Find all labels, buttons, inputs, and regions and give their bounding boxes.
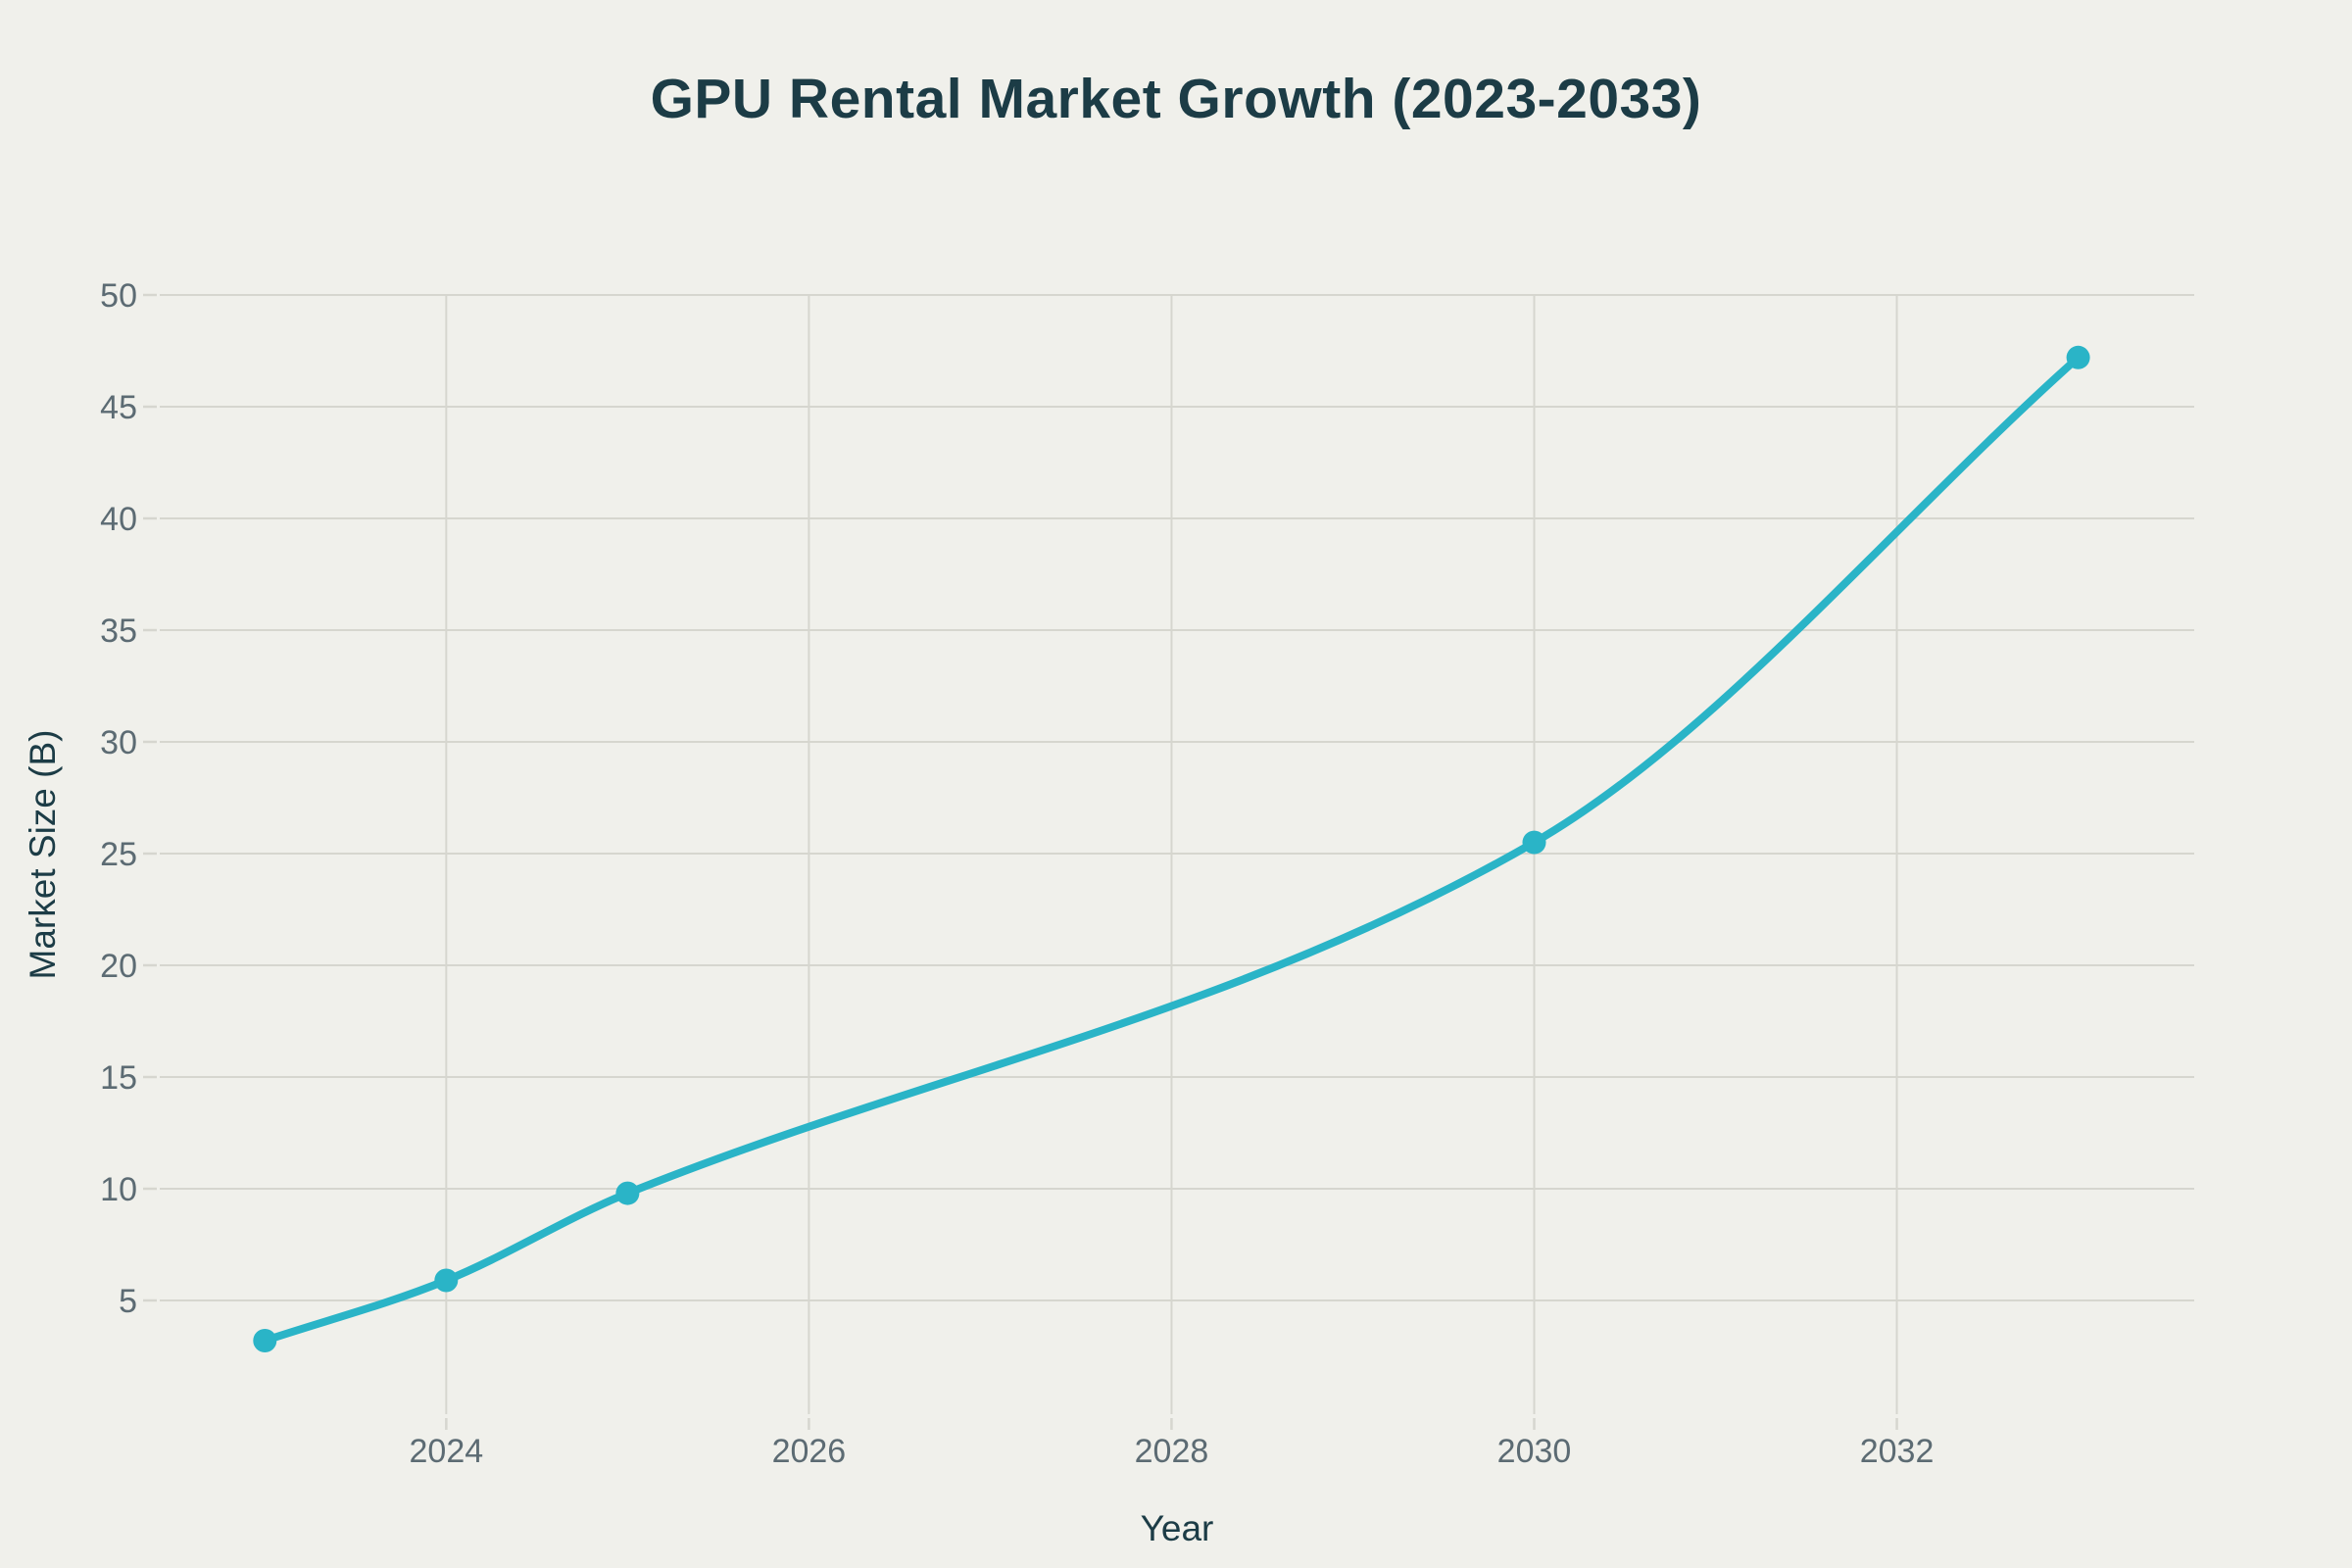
x-tick-label: 2024	[410, 1433, 484, 1470]
x-tick-label: 2026	[772, 1433, 847, 1470]
x-axis-label: Year	[1140, 1508, 1214, 1548]
y-tick-label: 10	[100, 1171, 137, 1208]
x-tick-label: 2030	[1497, 1433, 1572, 1470]
y-tick-label: 15	[100, 1059, 137, 1097]
y-tick-label: 45	[100, 389, 137, 426]
data-point-marker	[2066, 345, 2090, 369]
data-point-marker	[434, 1268, 459, 1293]
x-tick-label: 2032	[1860, 1433, 1935, 1470]
y-tick-label: 30	[100, 724, 137, 761]
data-point-marker	[1522, 830, 1546, 855]
y-tick-label: 50	[100, 277, 137, 315]
y-tick-label: 40	[100, 501, 137, 538]
y-tick-label: 35	[100, 612, 137, 650]
x-tick-label: 2028	[1135, 1433, 1209, 1470]
y-tick-label: 5	[119, 1283, 137, 1320]
chart-title: GPU Rental Market Growth (2023-2033)	[650, 68, 1702, 130]
data-point-marker	[615, 1181, 640, 1205]
y-tick-label: 20	[100, 948, 137, 985]
y-tick-label: 25	[100, 836, 137, 873]
data-point-marker	[253, 1329, 277, 1352]
